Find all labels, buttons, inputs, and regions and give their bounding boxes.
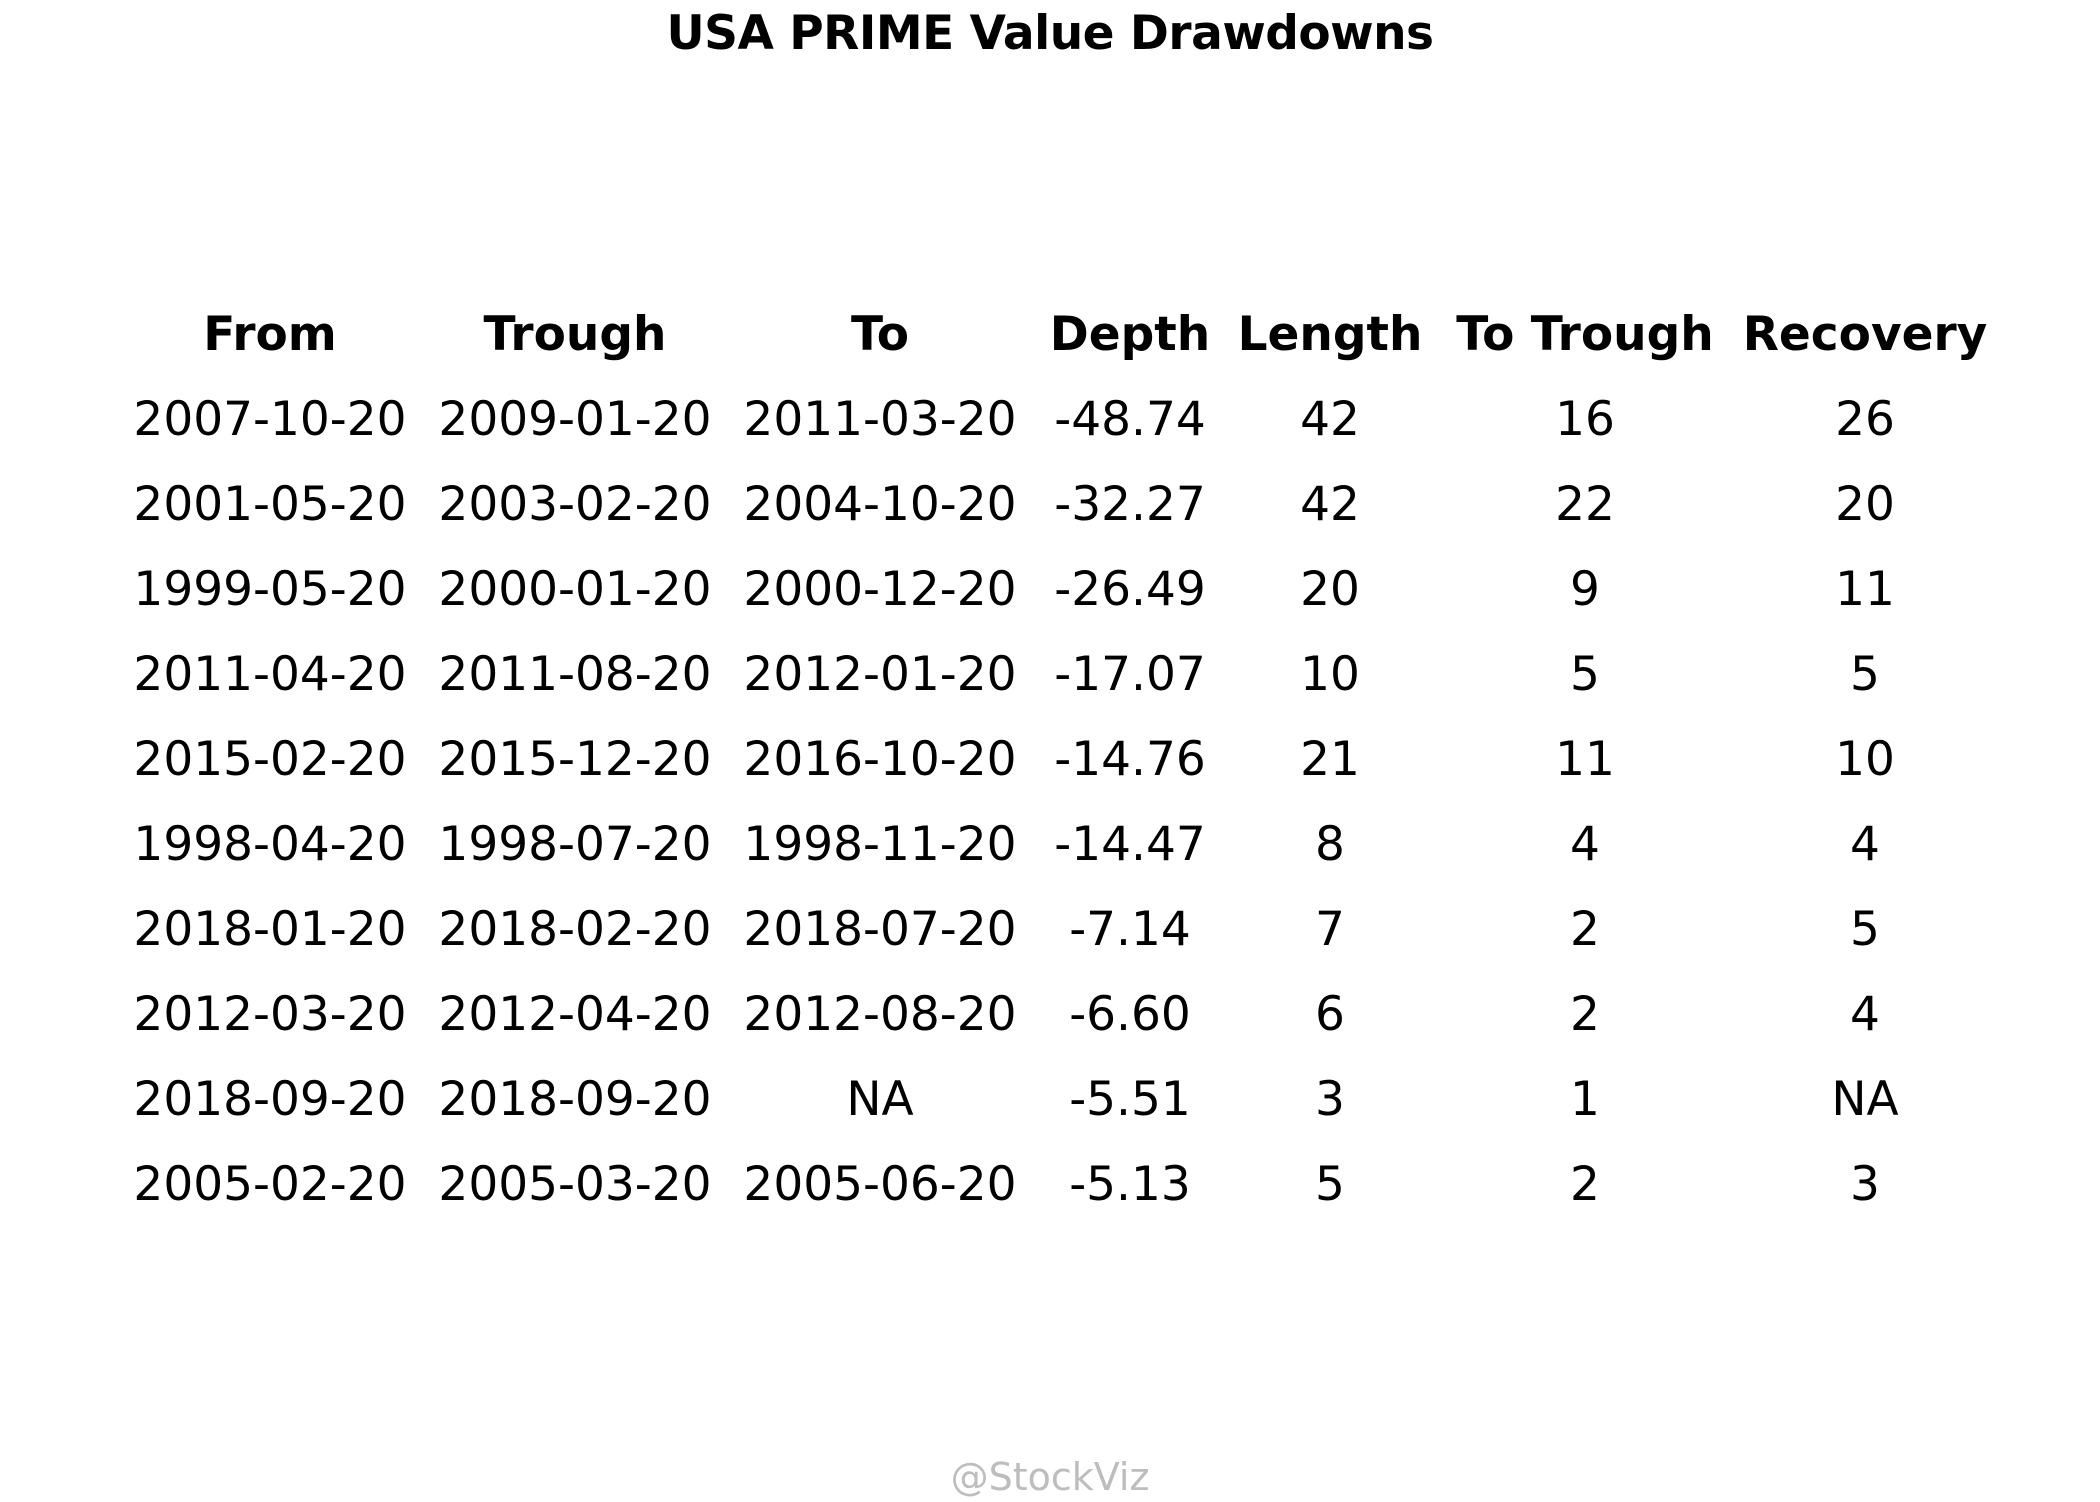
table-cell: -26.49 (1054, 562, 1206, 617)
table-cell: 1998-04-20 (133, 817, 407, 872)
table-cell: 2012-08-20 (743, 987, 1017, 1042)
table-cell: 2003-02-20 (438, 477, 712, 532)
table-cell: -7.14 (1069, 902, 1191, 957)
watermark: @StockViz (950, 1455, 1150, 1499)
table-cell: -17.07 (1054, 647, 1206, 702)
table-cell: 2018-01-20 (133, 902, 407, 957)
table-cell: 2018-09-20 (133, 1072, 407, 1127)
table-cell: 20 (1835, 477, 1895, 532)
table-cell: 42 (1300, 477, 1360, 532)
table-cell: 1999-05-20 (133, 562, 407, 617)
table-cell: 4 (1850, 987, 1880, 1042)
table-cell: 2000-01-20 (438, 562, 712, 617)
table-cell: -5.51 (1069, 1072, 1191, 1127)
table-cell: -6.60 (1069, 987, 1191, 1042)
table-cell: 1998-11-20 (743, 817, 1017, 872)
table-cell: 2012-01-20 (743, 647, 1017, 702)
table-cell: 3 (1315, 1072, 1345, 1127)
table-cell: 4 (1570, 817, 1600, 872)
table-cell: NA (846, 1072, 914, 1127)
column-header: Recovery (1742, 307, 1988, 362)
table-cell: 1998-07-20 (438, 817, 712, 872)
table-cell: 2011-08-20 (438, 647, 712, 702)
table-cell: 2005-06-20 (743, 1157, 1017, 1212)
column-header: To Trough (1456, 307, 1714, 362)
table-cell: 2015-12-20 (438, 732, 712, 787)
table-cell: -14.47 (1054, 817, 1206, 872)
column-header: Depth (1049, 307, 1211, 362)
table-cell: 16 (1555, 392, 1615, 447)
table-cell: NA (1831, 1072, 1899, 1127)
table-cell: -5.13 (1069, 1157, 1191, 1212)
table-cell: 2 (1570, 1157, 1600, 1212)
table-cell: 2018-09-20 (438, 1072, 712, 1127)
table-cell: 2007-10-20 (133, 392, 407, 447)
table-cell: 1 (1570, 1072, 1600, 1127)
table-cell: 2015-02-20 (133, 732, 407, 787)
table-cell: -14.76 (1054, 732, 1206, 787)
table-cell: 10 (1835, 732, 1895, 787)
table-cell: 2004-10-20 (743, 477, 1017, 532)
table-cell: 21 (1300, 732, 1360, 787)
table-cell: 2 (1570, 902, 1600, 957)
table-cell: 9 (1570, 562, 1600, 617)
table-cell: 5 (1315, 1157, 1345, 1212)
table-cell: 2009-01-20 (438, 392, 712, 447)
table-cell: 5 (1570, 647, 1600, 702)
table-cell: 11 (1835, 562, 1895, 617)
table-cell: 2000-12-20 (743, 562, 1017, 617)
table-cell: 2018-07-20 (743, 902, 1017, 957)
table-cell: 20 (1300, 562, 1360, 617)
table-cell: 2018-02-20 (438, 902, 712, 957)
table-cell: 2001-05-20 (133, 477, 407, 532)
table-cell: 2012-04-20 (438, 987, 712, 1042)
table-cell: 3 (1850, 1157, 1880, 1212)
table-cell: 6 (1315, 987, 1345, 1042)
table-cell: 2005-02-20 (133, 1157, 407, 1212)
column-header: From (203, 307, 337, 362)
table-cell: 42 (1300, 392, 1360, 447)
table-cell: 8 (1315, 817, 1345, 872)
table-cell: 7 (1315, 902, 1345, 957)
column-header: Trough (483, 307, 667, 362)
column-header: To (850, 307, 910, 362)
table-cell: -32.27 (1054, 477, 1206, 532)
table-cell: 26 (1835, 392, 1895, 447)
table-cell: 2011-03-20 (743, 392, 1017, 447)
table-cell: 2005-03-20 (438, 1157, 712, 1212)
table-cell: -48.74 (1054, 392, 1206, 447)
table-cell: 2012-03-20 (133, 987, 407, 1042)
table-cell: 5 (1850, 902, 1880, 957)
column-header: Length (1237, 307, 1423, 362)
table-cell: 2016-10-20 (743, 732, 1017, 787)
table-cell: 2 (1570, 987, 1600, 1042)
table-cell: 10 (1300, 647, 1360, 702)
table-cell: 11 (1555, 732, 1615, 787)
chart-title: USA PRIME Value Drawdowns (666, 6, 1434, 61)
table-cell: 4 (1850, 817, 1880, 872)
table-cell: 5 (1850, 647, 1880, 702)
table-cell: 22 (1555, 477, 1615, 532)
table-cell: 2011-04-20 (133, 647, 407, 702)
